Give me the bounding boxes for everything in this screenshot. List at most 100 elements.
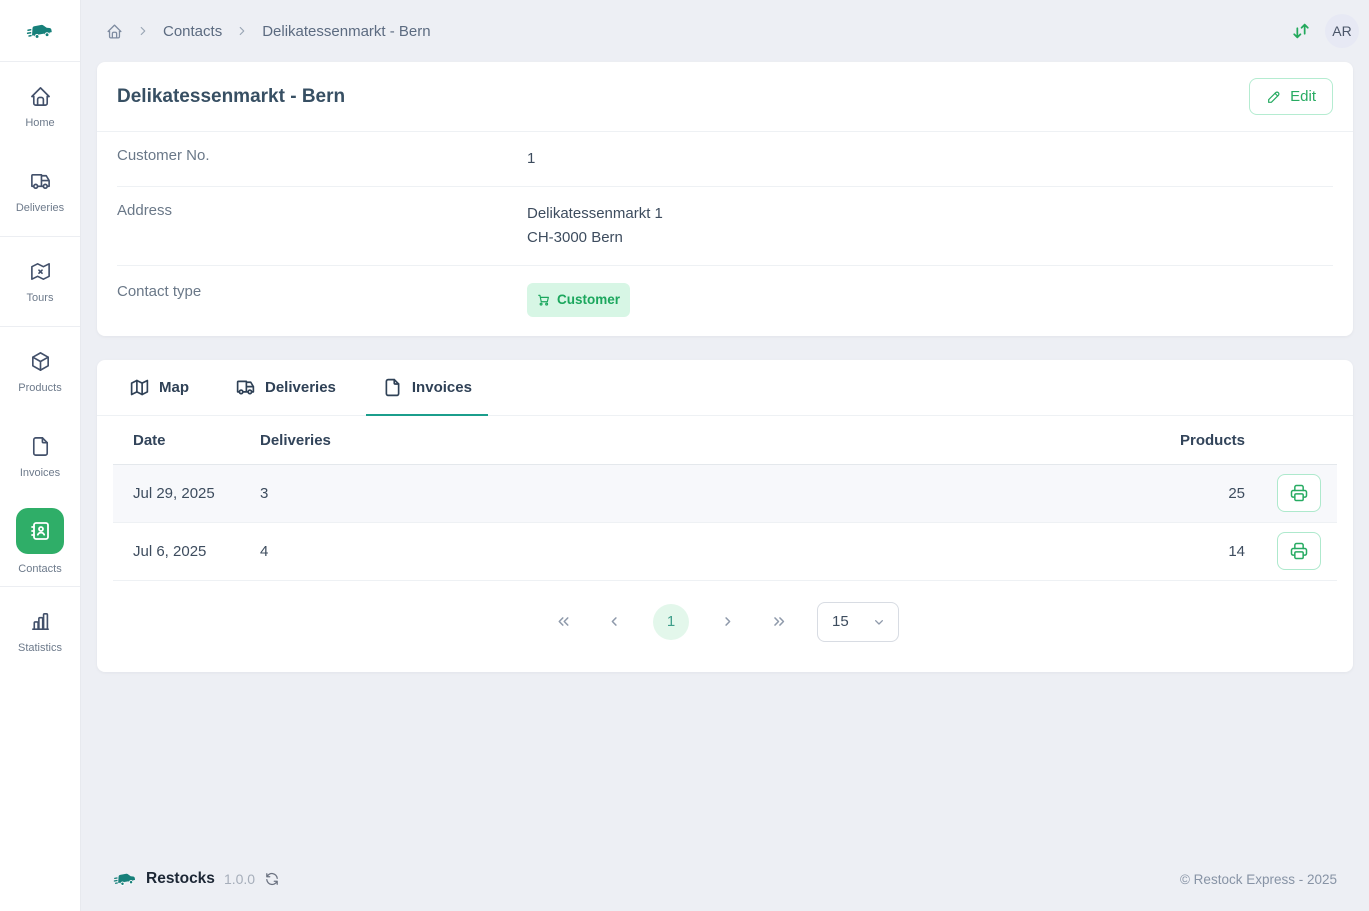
sidebar-group-tours: Tours xyxy=(0,236,80,326)
contact-fields: Customer No. 1 Address Delikatessenmarkt… xyxy=(97,132,1353,336)
breadcrumb-current-page: Delikatessenmarkt - Bern xyxy=(262,22,431,40)
edit-button[interactable]: Edit xyxy=(1249,78,1333,115)
address-line-1: Delikatessenmarkt 1 xyxy=(527,205,663,222)
main-area: Contacts Delikatessenmarkt - Bern AR Del… xyxy=(81,0,1369,911)
restocks-truck-logo-icon xyxy=(113,867,137,891)
truck-icon xyxy=(235,377,256,398)
tab-deliveries[interactable]: Deliveries xyxy=(219,360,352,416)
invoice-date: Jul 29, 2025 xyxy=(113,464,240,523)
field-label: Address xyxy=(117,202,173,219)
sidebar-item-invoices[interactable]: Invoices xyxy=(0,414,80,499)
contact-type-value: Customer xyxy=(527,283,631,317)
chevrons-right-icon xyxy=(770,613,787,630)
invoice-deliveries: 3 xyxy=(240,464,1121,523)
invoice-products: 14 xyxy=(1121,522,1261,581)
topbar-actions: AR xyxy=(1290,14,1359,48)
breadcrumb-contacts-link[interactable]: Contacts xyxy=(163,22,223,40)
badge-label: Customer xyxy=(557,292,621,307)
print-button[interactable] xyxy=(1277,474,1321,513)
field-row-address: Address Delikatessenmarkt 1 CH-3000 Bern xyxy=(117,187,1333,266)
customer-no-value: 1 xyxy=(527,150,536,167)
contact-card-header: Delikatessenmarkt - Bern Edit xyxy=(97,62,1353,132)
invoice-actions xyxy=(1261,464,1337,523)
pagination: 1 15 xyxy=(97,581,1353,672)
refresh-icon[interactable] xyxy=(264,871,280,887)
last-page-button[interactable] xyxy=(766,609,791,634)
invoice-deliveries: 4 xyxy=(240,522,1121,581)
tab-invoices[interactable]: Invoices xyxy=(365,360,488,416)
invoice-products: 25 xyxy=(1121,464,1261,523)
column-header-deliveries: Deliveries xyxy=(240,415,1121,465)
current-page-button[interactable]: 1 xyxy=(653,603,689,640)
sidebar-item-deliveries[interactable]: Deliveries xyxy=(0,149,80,234)
footer-copyright: © Restock Express - 2025 xyxy=(1179,871,1337,887)
user-avatar[interactable]: AR xyxy=(1325,14,1359,48)
sidebar-item-label: Tours xyxy=(26,291,54,304)
prev-page-button[interactable] xyxy=(602,609,627,634)
sidebar: Home Deliveries Tours Pro xyxy=(0,0,81,911)
sidebar-item-label: Invoices xyxy=(19,466,61,479)
tab-label: Invoices xyxy=(411,378,472,396)
sidebar-group-catalog: Products Invoices Contacts xyxy=(0,326,80,586)
sidebar-item-contacts[interactable]: Contacts xyxy=(0,499,80,584)
column-header-products: Products xyxy=(1121,415,1261,465)
arrows-sort-icon[interactable] xyxy=(1290,20,1312,42)
field-row-customer-no: Customer No. 1 xyxy=(117,132,1333,187)
edit-button-label: Edit xyxy=(1290,88,1316,105)
field-row-contact-type: Contact type Customer xyxy=(117,266,1333,336)
home-icon[interactable] xyxy=(106,23,123,40)
next-page-button[interactable] xyxy=(715,609,740,634)
contact-detail-card: Delikatessenmarkt - Bern Edit Customer N… xyxy=(97,62,1353,336)
pencil-icon xyxy=(1266,89,1282,105)
footer-brand: Restocks 1.0.0 xyxy=(113,867,280,891)
invoice-date: Jul 6, 2025 xyxy=(113,522,240,581)
sidebar-item-statistics[interactable]: Statistics xyxy=(0,589,80,674)
package-icon xyxy=(29,350,52,373)
chevrons-left-icon xyxy=(555,613,572,630)
map-icon xyxy=(129,377,150,398)
page-size-select[interactable]: 15 xyxy=(817,601,899,642)
chart-bar-icon xyxy=(29,610,52,633)
sidebar-group-stats: Statistics xyxy=(0,586,80,676)
tab-map[interactable]: Map xyxy=(113,360,205,416)
app-logo[interactable] xyxy=(0,0,80,62)
sidebar-item-tours[interactable]: Tours xyxy=(0,239,80,324)
address-value: Delikatessenmarkt 1 CH-3000 Bern xyxy=(527,202,663,250)
footer-app-name: Restocks xyxy=(146,870,215,887)
table-row: Jul 29, 2025 3 25 xyxy=(113,464,1337,523)
chevron-right-icon xyxy=(235,24,249,38)
tab-label: Map xyxy=(159,378,189,396)
page-title: Delikatessenmarkt - Bern xyxy=(117,85,346,107)
sidebar-item-home[interactable]: Home xyxy=(0,64,80,149)
restocks-truck-logo-icon xyxy=(24,14,56,46)
field-label: Contact type xyxy=(117,283,202,300)
contact-tabs-card: Map Deliveries Invoices xyxy=(97,359,1353,672)
sidebar-item-label: Statistics xyxy=(17,641,62,654)
active-nav-highlight xyxy=(16,508,64,554)
first-page-button[interactable] xyxy=(551,609,576,634)
map-route-icon xyxy=(29,260,52,283)
footer: Restocks 1.0.0 © Restock Express - 2025 xyxy=(81,849,1369,911)
tabbar: Map Deliveries Invoices xyxy=(97,360,1353,416)
invoices-table: Date Deliveries Products Jul 29, 2025 3 … xyxy=(113,415,1337,581)
printer-icon xyxy=(1289,541,1309,561)
truck-icon xyxy=(29,170,52,193)
printer-icon xyxy=(1289,483,1309,503)
customer-type-badge: Customer xyxy=(527,283,631,317)
footer-version: 1.0.0 xyxy=(223,871,256,887)
field-label: Customer No. xyxy=(117,147,210,164)
table-row: Jul 6, 2025 4 14 xyxy=(113,522,1337,581)
chevron-left-icon xyxy=(606,613,623,630)
chevron-right-icon xyxy=(719,613,736,630)
address-line-2: CH-3000 Bern xyxy=(527,229,623,246)
print-button[interactable] xyxy=(1277,532,1321,571)
column-header-actions xyxy=(1261,415,1337,465)
invoice-actions xyxy=(1261,522,1337,581)
sidebar-item-label: Deliveries xyxy=(15,201,65,214)
breadcrumb: Contacts Delikatessenmarkt - Bern xyxy=(106,23,1276,40)
file-icon xyxy=(29,435,52,458)
sidebar-item-products[interactable]: Products xyxy=(0,329,80,414)
table-header-row: Date Deliveries Products xyxy=(113,415,1337,465)
content: Delikatessenmarkt - Bern Edit Customer N… xyxy=(81,62,1369,672)
